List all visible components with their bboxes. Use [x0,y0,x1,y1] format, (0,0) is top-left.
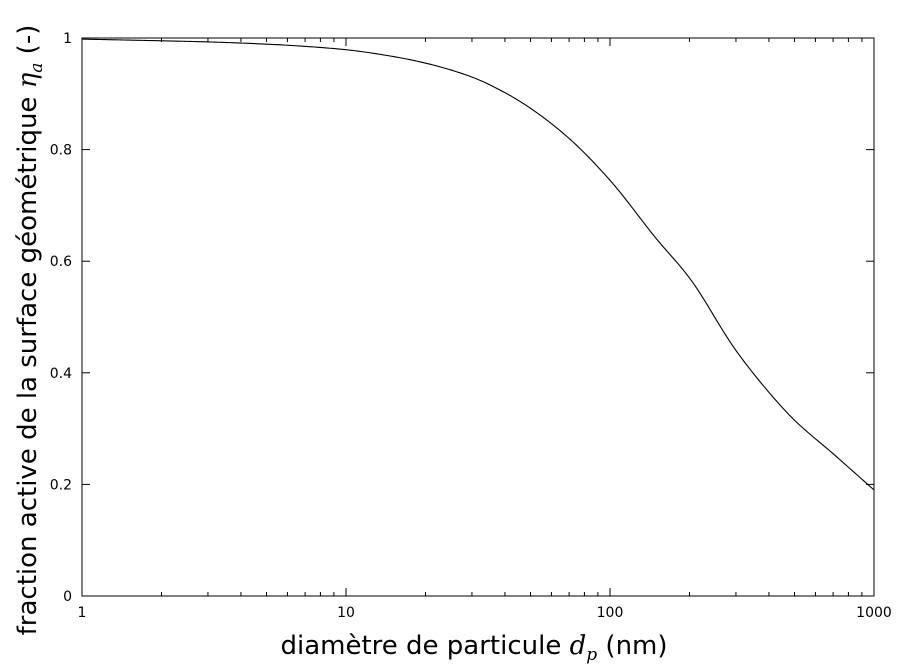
y-tick-label: 0.2 [50,477,72,493]
x-tick-label: 10 [337,605,355,621]
x-tick-labels: 1 10 100 1000 [78,605,892,621]
y-tick-label: 0 [63,589,72,605]
x-tick-label: 100 [597,605,624,621]
y-tick-label: 0.6 [50,254,72,270]
minor-ticks [160,38,863,596]
y-tick-label: 1 [63,31,72,47]
y-tick-label: 0.4 [50,366,72,382]
x-tick-label: 1000 [856,605,892,621]
major-ticks [81,37,875,597]
plot-frame [81,37,875,597]
x-tick-label: 1 [78,605,87,621]
y-tick-labels: 0 0.2 0.4 0.6 0.8 1 [50,31,72,605]
x-axis-label: diamètre de particule dp (nm) [280,631,667,664]
y-tick-label: 0.8 [50,143,72,159]
series-line [81,38,875,491]
y-axis-label: fraction active de la surface géométriqu… [13,25,47,636]
